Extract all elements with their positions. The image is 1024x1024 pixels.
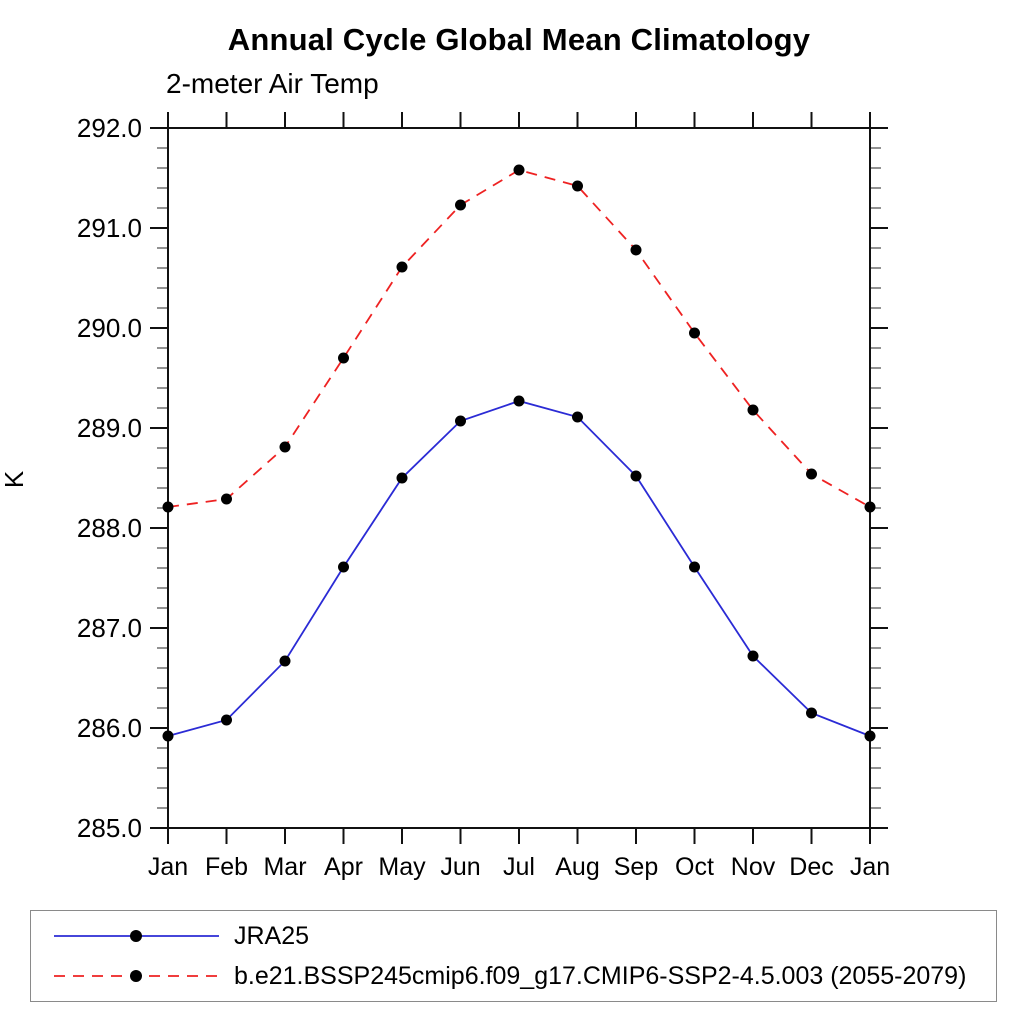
y-tick-label: 291.0	[77, 213, 142, 243]
legend-label: JRA25	[234, 921, 310, 950]
plot-frame	[167, 127, 871, 829]
x-tick-label: Dec	[789, 853, 833, 881]
chart-subtitle: 2-meter Air Temp	[166, 68, 379, 99]
x-tick-label: Sep	[614, 853, 658, 881]
x-tick-label: Jan	[850, 853, 890, 881]
x-tick-label: Oct	[675, 853, 714, 881]
y-tick-label: 289.0	[77, 413, 142, 443]
legend-line-sample-dashed	[54, 970, 219, 982]
legend-label: b.e21.BSSP245cmip6.f09_g17.CMIP6-SSP2-4.…	[234, 961, 967, 990]
x-tick-label: Jul	[503, 853, 535, 881]
chart-title: Annual Cycle Global Mean Climatology	[227, 22, 811, 57]
data-point-marker	[689, 327, 700, 339]
data-point-marker	[806, 707, 817, 719]
x-tick-label: Aug	[555, 853, 599, 881]
y-tick-label: 292.0	[77, 113, 142, 143]
series-line-0	[167, 400, 871, 737]
data-point-marker	[338, 352, 349, 364]
x-tick-label: Nov	[731, 853, 776, 881]
data-point-marker	[513, 164, 525, 176]
data-point-marker	[806, 468, 817, 480]
data-point-marker	[338, 561, 349, 573]
data-point-marker	[279, 655, 291, 667]
legend-item-jra25: JRA25	[53, 916, 996, 956]
data-point-marker	[864, 501, 876, 513]
data-point-marker	[396, 472, 408, 484]
data-point-marker	[221, 493, 232, 505]
data-point-marker	[513, 395, 525, 407]
legend-line-sample-solid	[54, 930, 219, 942]
y-tick-label: 288.0	[77, 513, 142, 543]
x-tick-label: Jun	[440, 853, 480, 881]
x-tick-label: Mar	[263, 853, 306, 881]
data-point-marker	[455, 199, 466, 211]
data-point-marker	[864, 730, 876, 742]
series-line-1	[167, 169, 871, 508]
legend-box: JRA25 b.e21.BSSP245cmip6.f09_g17.CMIP6-S…	[30, 910, 997, 1002]
data-point-marker	[630, 470, 642, 482]
y-tick-label: 285.0	[77, 813, 142, 843]
data-point-marker	[747, 650, 759, 662]
data-point-marker	[572, 411, 583, 423]
data-point-marker	[689, 561, 700, 573]
data-point-marker	[747, 404, 759, 416]
y-tick-label: 286.0	[77, 713, 142, 743]
data-point-marker	[279, 441, 291, 453]
y-tick-label: 287.0	[77, 613, 142, 643]
data-point-marker	[572, 180, 583, 192]
data-point-marker	[630, 244, 642, 256]
x-tick-label: Jan	[148, 853, 188, 881]
x-tick-label: May	[378, 853, 426, 881]
x-tick-label: Feb	[205, 853, 248, 881]
data-point-marker	[396, 261, 408, 273]
legend-item-model-run: b.e21.BSSP245cmip6.f09_g17.CMIP6-SSP2-4.…	[53, 956, 996, 996]
data-point-marker	[162, 501, 174, 513]
y-tick-label: 290.0	[77, 313, 142, 343]
data-point-marker	[162, 730, 174, 742]
x-tick-label: Apr	[324, 853, 363, 881]
data-point-marker	[221, 714, 232, 726]
data-point-marker	[455, 415, 466, 427]
